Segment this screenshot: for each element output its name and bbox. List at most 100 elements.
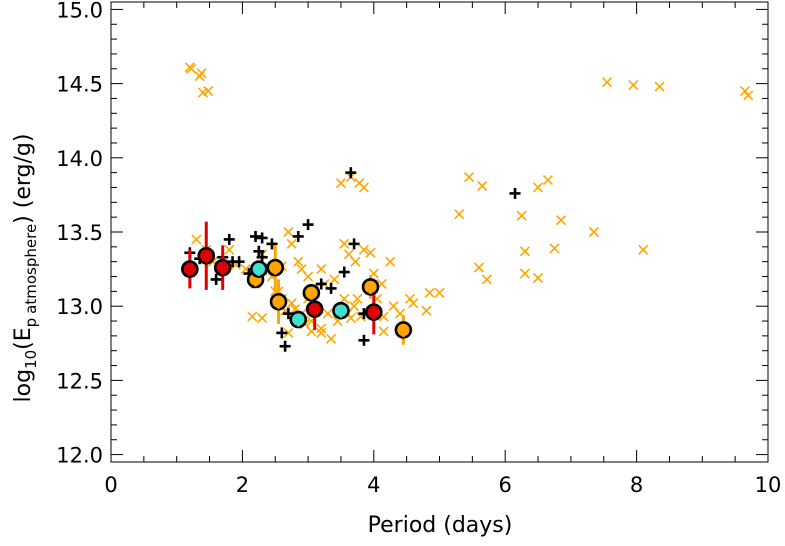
cross-point <box>286 298 297 309</box>
cross-point <box>404 293 416 304</box>
x-tick-label: 0 <box>104 473 117 497</box>
plus-point <box>345 167 357 179</box>
cross-stroke <box>322 308 333 319</box>
cross-point <box>454 209 465 220</box>
cross-stroke <box>365 247 376 258</box>
cross-stroke <box>542 174 553 186</box>
cross-point <box>326 333 337 344</box>
cross-stroke <box>628 80 639 91</box>
cross-point <box>519 268 530 279</box>
cross-stroke <box>329 274 340 285</box>
x-tick-label: 2 <box>236 473 249 497</box>
cross-point <box>293 256 304 267</box>
cross-stroke <box>316 264 327 275</box>
cross-point <box>224 244 235 255</box>
plus-point <box>256 232 268 244</box>
cross-point <box>316 323 327 334</box>
cross-point <box>303 271 314 282</box>
cross-stroke <box>555 215 567 226</box>
plus-point <box>338 266 350 278</box>
cross-stroke <box>408 298 419 309</box>
circle-point <box>269 279 288 324</box>
cross-point <box>638 244 649 255</box>
circle-point <box>332 301 350 320</box>
cross-stroke <box>454 209 465 220</box>
axes <box>110 1 769 463</box>
cross-stroke <box>378 326 389 337</box>
cross-stroke <box>196 68 207 79</box>
cross-stroke <box>203 85 214 97</box>
cross-point <box>481 274 492 285</box>
y-tick-label: 12.0 <box>56 444 103 468</box>
y-tick-label: 13.0 <box>56 295 103 319</box>
plus-point <box>279 340 291 352</box>
cross-point <box>473 262 484 273</box>
cross-stroke <box>289 304 301 315</box>
cross-stroke <box>345 312 356 324</box>
cross-point <box>203 85 214 97</box>
plus-point <box>210 273 222 285</box>
cross-point <box>555 215 567 226</box>
plus-point <box>348 238 360 250</box>
cross-point <box>385 256 396 267</box>
cross-stroke <box>385 256 396 267</box>
cross-stroke <box>519 268 530 279</box>
cross-stroke <box>339 293 350 304</box>
plus-point <box>233 256 245 268</box>
cross-point <box>322 308 333 319</box>
y-tick-label: 14.0 <box>56 147 103 171</box>
cross-stroke <box>477 180 488 192</box>
circle-point <box>289 310 308 329</box>
cross-stroke <box>519 246 530 257</box>
plus-point <box>253 245 265 257</box>
cross-point <box>339 238 350 249</box>
cross-stroke <box>395 308 406 319</box>
cross-point <box>434 287 445 298</box>
cross-point <box>286 238 297 249</box>
cross-stroke <box>549 243 560 254</box>
cross-stroke <box>424 287 435 298</box>
cross-stroke <box>378 311 389 322</box>
cross-point <box>358 182 370 193</box>
cross-stroke <box>286 298 297 309</box>
y-axis-label: log10(Epatmosphere) (erg/g) <box>11 134 40 403</box>
circle-point <box>250 260 268 278</box>
plus-point <box>292 230 304 242</box>
circle-point <box>181 249 199 289</box>
cross-stroke <box>739 85 751 97</box>
cross-stroke <box>283 327 294 338</box>
cross-point <box>519 246 530 257</box>
plus-point <box>250 230 262 242</box>
cross-point <box>349 301 360 312</box>
y-tick-label: 12.5 <box>56 369 103 393</box>
cross-point <box>477 180 488 192</box>
cross-point <box>542 174 553 186</box>
cross-point <box>743 90 754 101</box>
cross-stroke <box>743 90 754 101</box>
cross-point <box>316 327 327 338</box>
cross-point <box>588 226 599 238</box>
circle-point <box>213 245 232 290</box>
cross-stroke <box>638 244 649 255</box>
cross-point <box>516 210 527 221</box>
cross-stroke <box>349 301 360 312</box>
cross-stroke <box>358 244 370 255</box>
cross-point <box>628 80 639 91</box>
cross-stroke <box>191 234 202 245</box>
cross-point <box>532 182 544 193</box>
cross-stroke <box>354 177 365 189</box>
cross-point <box>283 327 294 338</box>
cross-stroke <box>326 333 337 344</box>
cross-point <box>283 226 294 238</box>
plus-point <box>509 187 521 199</box>
plot-frame <box>110 1 769 463</box>
cross-stroke <box>532 272 544 284</box>
plus-point <box>358 334 370 346</box>
plus-point <box>325 282 337 294</box>
plus-point <box>315 278 327 290</box>
cross-stroke <box>296 264 307 275</box>
cross-point <box>247 311 258 322</box>
data-marks <box>181 62 754 352</box>
cross-point <box>378 326 389 337</box>
x-tick-label: 4 <box>367 473 380 497</box>
